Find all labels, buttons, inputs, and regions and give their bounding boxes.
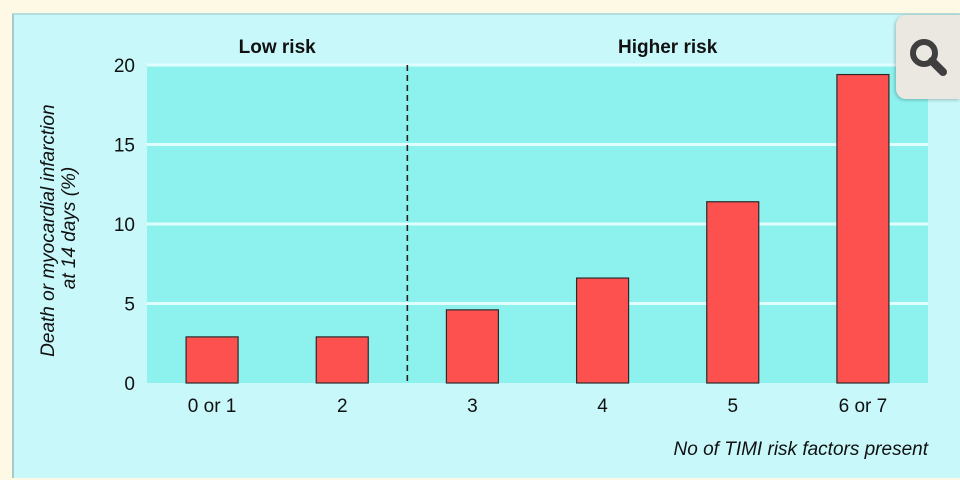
y-tick-label: 15 — [114, 136, 135, 157]
bar — [315, 336, 369, 384]
bar — [836, 73, 890, 384]
magnifier-icon — [910, 39, 947, 76]
x-tick-labels: 0 or 1 2 3 4 5 6 or 7 — [188, 396, 887, 417]
y-tick-label: 0 — [124, 374, 135, 395]
gridlines — [147, 63, 928, 305]
x-tick-label: 5 — [727, 396, 738, 417]
y-tick-label: 5 — [124, 295, 135, 316]
y-axis-label: Death or myocardial infarction at 14 day… — [38, 99, 80, 357]
figure-panel: 0 5 10 15 20 0 or 1 2 3 4 5 6 or 7 Low risk Highe… — [12, 13, 960, 478]
x-tick-label: 2 — [337, 396, 348, 417]
x-axis-label: No of TIMI risk factors present — [674, 439, 929, 460]
y-tick-label: 20 — [114, 56, 135, 77]
zoom-button[interactable] — [896, 15, 960, 99]
bar — [706, 201, 760, 384]
bar — [575, 277, 630, 384]
x-tick-label: 4 — [597, 396, 608, 417]
group-label-higher-risk: Higher risk — [618, 37, 718, 58]
bar — [445, 309, 500, 384]
bar — [185, 336, 239, 384]
x-tick-label: 6 or 7 — [839, 396, 888, 417]
y-tick-labels: 0 5 10 15 20 — [114, 56, 135, 395]
y-axis-label-line2: at 14 days (%) — [59, 167, 80, 290]
group-label-low-risk: Low risk — [239, 37, 317, 58]
bar-chart: 0 5 10 15 20 0 or 1 2 3 4 5 6 or 7 Low risk Highe… — [38, 37, 929, 460]
x-tick-label: 3 — [467, 396, 478, 417]
x-tick-label: 0 or 1 — [188, 396, 237, 417]
bars — [185, 73, 890, 384]
y-tick-label: 10 — [114, 215, 135, 236]
y-axis-label-line1: Death or myocardial infarction — [38, 104, 59, 356]
